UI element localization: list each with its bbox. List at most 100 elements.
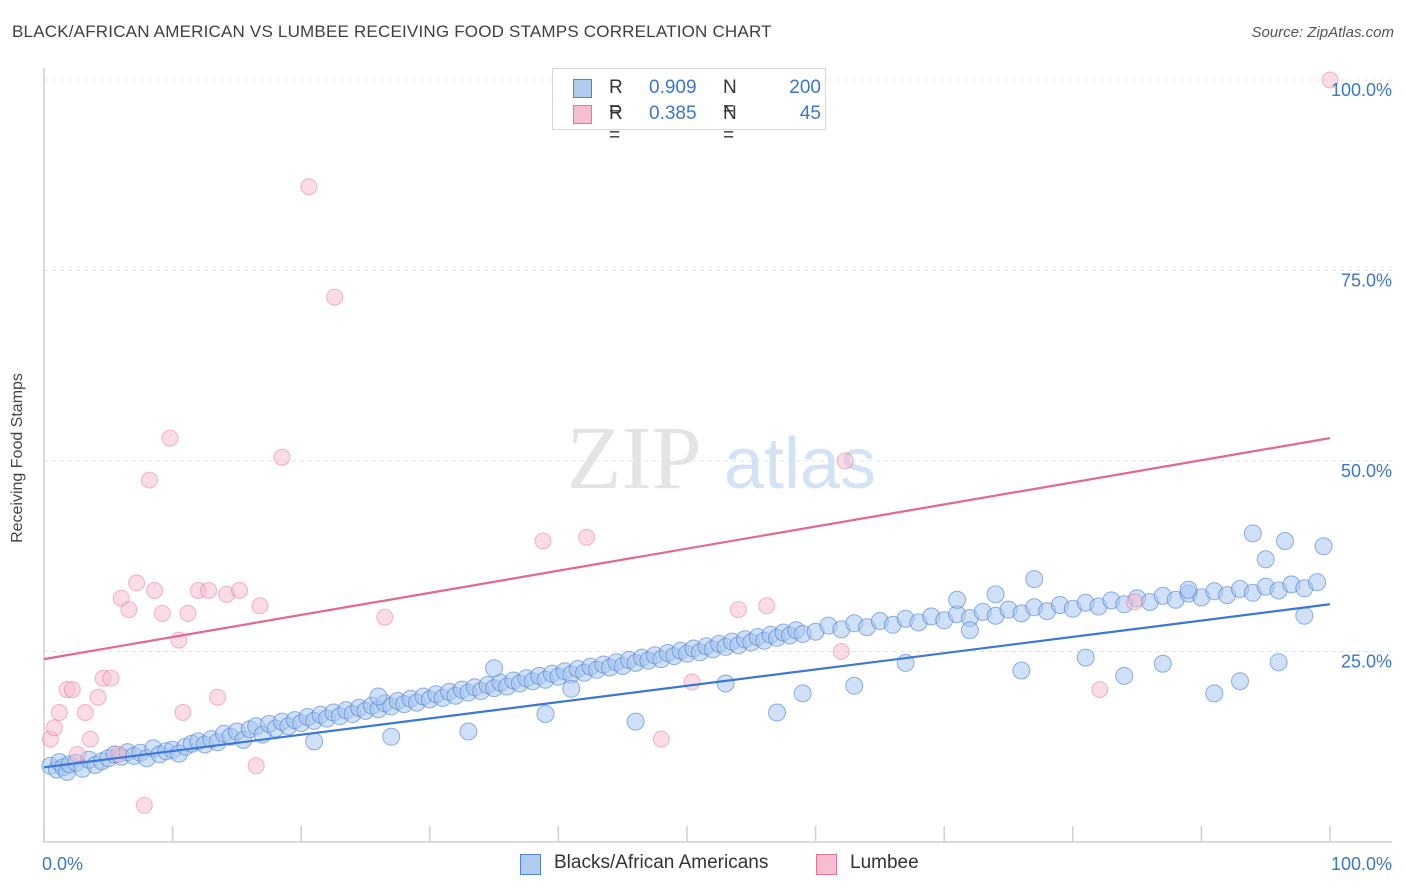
data-point-lumbee	[683, 673, 701, 691]
n-value: 45	[799, 103, 821, 124]
data-point-blacks	[305, 732, 324, 751]
data-point-blacks	[369, 687, 388, 706]
data-point-lumbee	[836, 452, 854, 470]
data-point-lumbee	[758, 597, 776, 615]
y-tick-label: 75.0%	[1341, 271, 1392, 291]
source-label: Source: ZipAtlas.com	[1251, 24, 1394, 41]
grid-lines	[44, 79, 1392, 652]
legend-label-lumbee: Lumbee	[850, 852, 919, 873]
blacks-swatch	[573, 79, 592, 98]
stats-legend-box: R = 0.909 N = 200 R = 0.385 N = 45	[552, 68, 826, 146]
data-point-lumbee	[110, 745, 128, 763]
x-tick-label: 0.0%	[42, 854, 83, 874]
n-value: 200	[789, 77, 821, 98]
data-point-blacks	[1269, 653, 1288, 672]
data-point-lumbee	[81, 730, 99, 748]
data-point-blacks	[1076, 648, 1095, 667]
data-point-lumbee	[534, 532, 552, 550]
data-point-blacks	[986, 585, 1005, 604]
data-point-lumbee	[128, 574, 146, 592]
data-point-blacks	[1205, 684, 1224, 703]
x-ticks	[43, 826, 1331, 842]
data-point-lumbee	[251, 597, 269, 615]
data-point-lumbee	[1091, 681, 1109, 699]
data-point-lumbee	[300, 178, 318, 196]
r-value: 0.909	[649, 77, 697, 98]
axes	[43, 68, 1392, 843]
data-point-lumbee	[200, 582, 218, 599]
data-point-lumbee	[652, 730, 670, 748]
data-point-blacks	[536, 705, 555, 723]
r-value: 0.385	[649, 103, 697, 124]
data-point-lumbee	[161, 429, 179, 447]
data-point-lumbee	[68, 745, 86, 763]
data-point-lumbee	[102, 669, 120, 687]
data-point-lumbee	[1126, 593, 1143, 611]
data-point-blacks	[459, 722, 478, 741]
data-point-blacks	[1314, 537, 1333, 556]
data-point-blacks	[382, 727, 401, 746]
trend-line-lumbee	[43, 437, 1331, 661]
data-point-lumbee	[832, 643, 850, 660]
r-label: R =	[609, 77, 623, 120]
data-point-lumbee	[729, 601, 747, 619]
legend-swatch-blacks	[520, 854, 541, 875]
data-point-blacks	[1231, 672, 1249, 691]
data-point-lumbee	[326, 288, 344, 306]
lumbee-swatch	[573, 105, 592, 124]
watermark-atlas: atlas	[724, 424, 876, 504]
data-point-lumbee	[45, 719, 63, 737]
data-point-lumbee	[174, 704, 192, 721]
data-point-blacks	[1276, 532, 1294, 550]
chart-title: BLACK/AFRICAN AMERICAN VS LUMBEE RECEIVI…	[12, 22, 772, 41]
data-point-blacks	[1153, 654, 1172, 673]
data-point-lumbee	[376, 608, 394, 626]
data-point-blacks	[1179, 580, 1198, 599]
data-point-blacks	[626, 712, 645, 731]
trend-lines	[43, 437, 1331, 769]
data-point-lumbee	[89, 688, 107, 706]
data-point-lumbee	[1321, 71, 1339, 89]
data-point-lumbee	[146, 582, 164, 599]
trend-line-blacks	[43, 603, 1331, 769]
data-point-lumbee	[231, 582, 248, 599]
data-point-lumbee	[135, 796, 153, 814]
n-label: N =	[723, 103, 737, 146]
y-tick-label: 50.0%	[1341, 461, 1392, 481]
data-point-blacks	[485, 659, 504, 678]
data-point-lumbee	[50, 704, 68, 721]
data-point-blacks	[1025, 570, 1044, 589]
x-tick-labels: 0.0% 100.0%	[42, 854, 1392, 874]
data-point-blacks	[716, 674, 735, 693]
legend-swatch-lumbee	[816, 854, 837, 875]
x-tick-label: 100.0%	[1331, 854, 1392, 874]
data-point-blacks	[1115, 666, 1134, 685]
data-point-blacks	[562, 679, 581, 698]
data-point-lumbee	[112, 589, 130, 607]
watermark-zip: ZIP	[567, 409, 702, 508]
y-tick-label: 25.0%	[1341, 652, 1392, 672]
data-point-lumbee	[578, 528, 596, 546]
data-point-blacks	[768, 703, 786, 722]
data-point-blacks	[948, 590, 967, 609]
legend-label-blacks: Blacks/African Americans	[554, 852, 769, 873]
data-point-blacks	[1012, 661, 1031, 680]
data-point-lumbee	[120, 601, 138, 619]
y-tick-label: 100.0%	[1331, 80, 1392, 100]
n-label: N =	[723, 77, 737, 120]
series-lumbee-points	[41, 71, 1339, 814]
data-point-blacks	[1256, 550, 1275, 569]
data-point-blacks	[1295, 606, 1314, 625]
data-point-blacks	[1243, 524, 1262, 543]
data-point-lumbee	[247, 757, 265, 775]
y-tick-labels: 25.0% 50.0% 75.0% 100.0%	[1331, 80, 1392, 672]
data-point-lumbee	[141, 471, 158, 489]
data-point-lumbee	[153, 604, 171, 622]
data-point-lumbee	[209, 688, 227, 706]
watermark: ZIP atlas	[567, 409, 877, 508]
data-point-blacks	[1308, 573, 1327, 592]
data-point-blacks	[845, 676, 864, 695]
r-label: R =	[609, 103, 623, 146]
data-point-blacks	[960, 621, 979, 640]
